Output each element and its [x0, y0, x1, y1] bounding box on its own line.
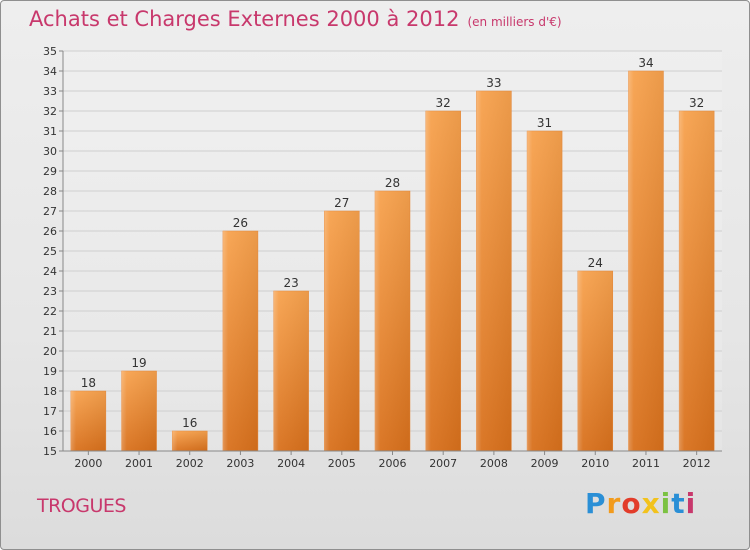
bar-shine	[577, 271, 613, 451]
bar-shine	[679, 111, 715, 451]
logo-letter: P	[585, 487, 607, 520]
x-tick-label: 2006	[379, 457, 407, 470]
y-tick-label: 23	[43, 285, 57, 298]
y-tick-label: 21	[43, 325, 57, 338]
y-tick-label: 31	[43, 125, 57, 138]
bar-shine	[425, 111, 461, 451]
bar-shine	[628, 71, 664, 451]
commune-name: TROGUES	[37, 495, 126, 517]
bar-shine	[273, 291, 309, 451]
x-tick-label: 2011	[632, 457, 660, 470]
bar-shine	[476, 91, 512, 451]
logo-letter: o	[621, 487, 642, 520]
x-tick-label: 2010	[581, 457, 609, 470]
data-label: 32	[436, 96, 451, 110]
bar-shine	[172, 431, 208, 451]
x-tick-label: 2004	[277, 457, 305, 470]
axis-layer: 15 16 17 18 19 20 21 22 23 24 25 26 27 28 29 30 31 32 33 34…	[43, 45, 722, 470]
y-tick-label: 17	[43, 405, 57, 418]
y-tick-label: 34	[43, 65, 57, 78]
data-label: 23	[283, 276, 298, 290]
y-tick-label: 33	[43, 85, 57, 98]
y-tick-label: 24	[43, 265, 57, 278]
logo-letter: r	[606, 487, 622, 520]
y-tick-label: 20	[43, 345, 57, 358]
bar-shine	[527, 131, 563, 451]
x-tick-label: 2009	[531, 457, 559, 470]
y-tick-label: 25	[43, 245, 57, 258]
data-label: 28	[385, 176, 400, 190]
x-tick-label: 2001	[125, 457, 153, 470]
logo-letter: i	[660, 487, 672, 520]
chart-title: Achats et Charges Externes 2000 à 2012 (e…	[29, 7, 562, 31]
bar-shine	[70, 391, 106, 451]
proxiti-logo: Proxiti	[585, 487, 696, 520]
data-label: 16	[182, 416, 197, 430]
bar-shine	[375, 191, 410, 451]
data-label: 32	[689, 96, 704, 110]
data-label: 26	[233, 216, 248, 230]
y-tick-label: 29	[43, 165, 57, 178]
y-tick-label: 27	[43, 205, 57, 218]
x-tick-label: 2012	[683, 457, 711, 470]
y-tick-label: 18	[43, 385, 57, 398]
logo-letter: x	[641, 487, 661, 520]
y-tick-label: 32	[43, 105, 57, 118]
logo-letter: i	[685, 487, 697, 520]
y-tick-label: 16	[43, 425, 57, 438]
title-text: Achats et Charges Externes 2000 à 2012	[29, 7, 460, 31]
x-tick-label: 2007	[429, 457, 457, 470]
logo-letter: t	[671, 487, 686, 520]
data-label: 27	[334, 196, 349, 210]
y-tick-label: 30	[43, 145, 57, 158]
data-label: 31	[537, 116, 552, 130]
x-tick-label: 2008	[480, 457, 508, 470]
y-tick-label: 22	[43, 305, 57, 318]
y-tick-label: 28	[43, 185, 57, 198]
x-tick-label: 2005	[328, 457, 356, 470]
y-tick-label: 15	[43, 445, 57, 458]
chart-subtitle: (en milliers d'€)	[467, 15, 562, 29]
data-label: 18	[81, 376, 96, 390]
data-label: 19	[131, 356, 146, 370]
data-label: 34	[638, 56, 653, 70]
x-tick-label: 2000	[74, 457, 102, 470]
bars-layer: 18 19 16 26 23 27 28 32 33 31 24 34 32	[70, 56, 715, 452]
x-tick-label: 2003	[226, 457, 254, 470]
data-label: 33	[486, 76, 501, 90]
y-tick-label: 35	[43, 45, 57, 58]
y-tick-label: 19	[43, 365, 57, 378]
y-tick-label: 26	[43, 225, 57, 238]
bar-shine	[121, 371, 157, 451]
x-tick-label: 2002	[176, 457, 204, 470]
data-label: 24	[588, 256, 603, 270]
bar-shine	[324, 211, 360, 451]
bar-shine	[222, 231, 258, 451]
